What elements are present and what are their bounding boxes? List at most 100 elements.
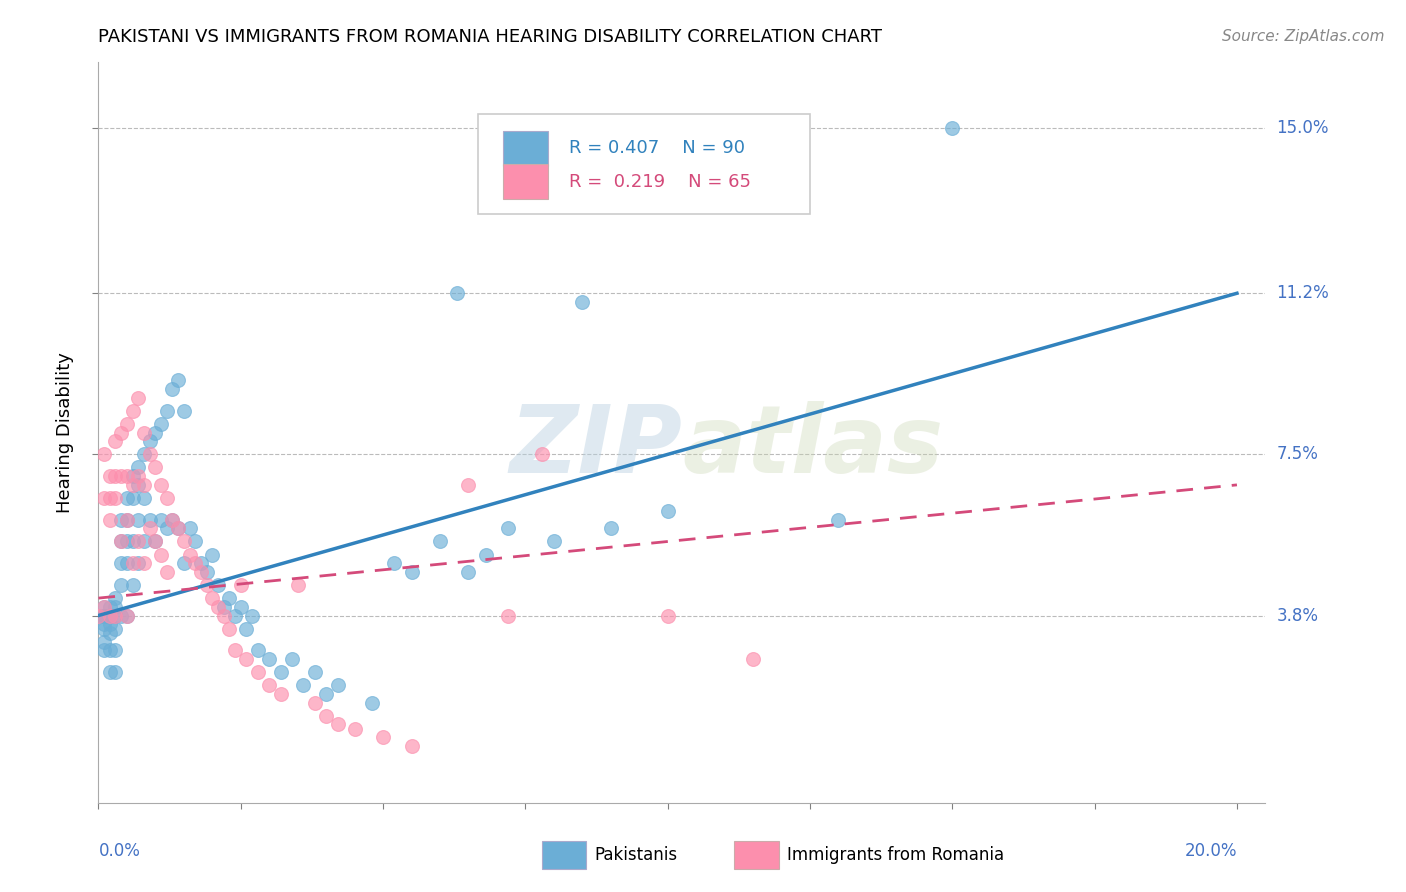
Point — [229, 578, 252, 592]
Point — [446, 286, 468, 301]
Point — [93, 608, 115, 623]
Point — [827, 513, 849, 527]
FancyBboxPatch shape — [478, 114, 810, 214]
Point — [110, 556, 132, 570]
Point — [98, 513, 121, 527]
Point — [270, 687, 292, 701]
Point — [457, 478, 479, 492]
Point — [93, 622, 115, 636]
Point — [93, 491, 115, 505]
Point — [315, 708, 337, 723]
Point — [93, 599, 115, 614]
Point — [121, 478, 143, 492]
Point — [371, 731, 394, 745]
Point — [115, 556, 138, 570]
Point — [229, 599, 252, 614]
Point — [115, 513, 138, 527]
Point — [127, 478, 149, 492]
Text: 3.8%: 3.8% — [1277, 607, 1319, 624]
Point — [132, 425, 155, 440]
Point — [257, 678, 280, 692]
Point — [315, 687, 337, 701]
Point — [156, 491, 179, 505]
Point — [195, 565, 218, 579]
Point — [150, 478, 173, 492]
Bar — [734, 841, 779, 870]
Text: 11.2%: 11.2% — [1277, 285, 1329, 302]
Point — [98, 665, 121, 680]
Text: R =  0.219    N = 65: R = 0.219 N = 65 — [568, 173, 751, 191]
Point — [212, 608, 235, 623]
Point — [156, 404, 179, 418]
Point — [93, 599, 115, 614]
Point — [179, 521, 201, 535]
Point — [941, 120, 963, 135]
Point — [167, 521, 190, 535]
Point — [127, 556, 149, 570]
Point — [571, 295, 593, 310]
Point — [132, 491, 155, 505]
Point — [270, 665, 292, 680]
Point — [162, 513, 184, 527]
Point — [240, 608, 263, 623]
Text: ZIP: ZIP — [509, 401, 682, 493]
Point — [304, 665, 326, 680]
Point — [127, 469, 149, 483]
Point — [401, 565, 423, 579]
Point — [195, 578, 218, 592]
Text: atlas: atlas — [682, 401, 943, 493]
Point — [742, 652, 765, 666]
Bar — [503, 164, 548, 200]
Text: Immigrants from Romania: Immigrants from Romania — [787, 846, 1004, 863]
Point — [115, 608, 138, 623]
Bar — [541, 841, 586, 870]
Point — [127, 460, 149, 475]
Point — [207, 599, 229, 614]
Point — [98, 599, 121, 614]
Point — [98, 608, 121, 623]
Point — [156, 565, 179, 579]
Text: 0.0%: 0.0% — [98, 842, 141, 860]
Point — [132, 478, 155, 492]
Point — [115, 491, 138, 505]
Point — [143, 460, 166, 475]
Point — [104, 469, 127, 483]
Point — [138, 513, 160, 527]
Point — [167, 373, 190, 387]
Point — [173, 404, 195, 418]
Point — [173, 534, 195, 549]
Point — [110, 578, 132, 592]
Text: R = 0.407    N = 90: R = 0.407 N = 90 — [568, 139, 745, 157]
Point — [257, 652, 280, 666]
Point — [110, 608, 132, 623]
Point — [98, 643, 121, 657]
Point — [121, 469, 143, 483]
Point — [115, 469, 138, 483]
Point — [246, 643, 269, 657]
Point — [110, 534, 132, 549]
Point — [104, 608, 127, 623]
Point — [429, 534, 451, 549]
Point — [207, 578, 229, 592]
Point — [98, 469, 121, 483]
Point — [212, 599, 235, 614]
Point — [132, 534, 155, 549]
Point — [599, 521, 621, 535]
Text: Source: ZipAtlas.com: Source: ZipAtlas.com — [1222, 29, 1385, 44]
Point — [162, 513, 184, 527]
Point — [150, 548, 173, 562]
Point — [190, 565, 212, 579]
Point — [474, 548, 496, 562]
Point — [104, 643, 127, 657]
Point — [132, 556, 155, 570]
Point — [201, 548, 224, 562]
Point — [104, 665, 127, 680]
Point — [167, 521, 190, 535]
Point — [224, 608, 246, 623]
Point — [115, 513, 138, 527]
Point — [224, 643, 246, 657]
Point — [543, 534, 565, 549]
Point — [93, 447, 115, 461]
Point — [104, 622, 127, 636]
Bar — [503, 130, 548, 166]
